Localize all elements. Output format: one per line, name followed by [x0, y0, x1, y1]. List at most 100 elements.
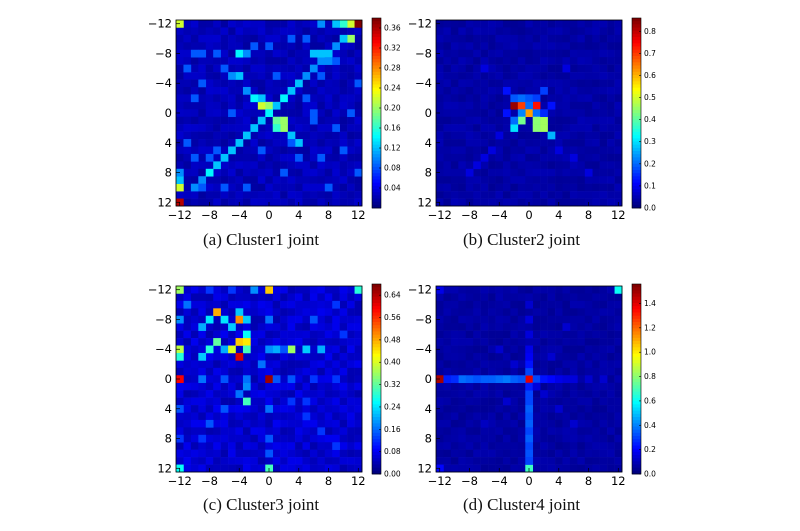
- heatmap-bg-cell: [569, 442, 578, 450]
- heatmap-bg-cell: [287, 457, 296, 465]
- heatmap-bg-cell: [309, 286, 318, 294]
- heatmap-cell: [525, 390, 534, 398]
- heatmap-bg-cell: [176, 94, 184, 103]
- heatmap-bg-cell: [205, 457, 214, 465]
- colorbar-segment: [632, 30, 641, 35]
- heatmap-bg-cell: [205, 191, 214, 199]
- heatmap-bg-cell: [584, 323, 593, 331]
- heatmap-cell: [265, 405, 274, 413]
- colorbar-segment: [632, 18, 641, 22]
- heatmap-bg-cell: [569, 27, 578, 36]
- colorbar-segment: [372, 445, 381, 450]
- heatmap-bg-cell: [510, 434, 519, 443]
- heatmap-bg-cell: [309, 367, 318, 376]
- heatmap-bg-cell: [450, 42, 459, 51]
- heatmap-bg-cell: [614, 161, 623, 170]
- heatmap-bg-cell: [324, 345, 333, 354]
- heatmap-bg-cell: [250, 442, 259, 450]
- colorbar-segment: [372, 138, 381, 142]
- heatmap-bg-cell: [510, 293, 519, 302]
- heatmap-cell: [317, 49, 326, 58]
- heatmap-bg-cell: [265, 300, 274, 309]
- heatmap-bg-cell: [332, 286, 340, 294]
- heatmap-cell: [272, 101, 281, 110]
- heatmap-bg-cell: [213, 323, 221, 331]
- y-tick-label: −12: [148, 17, 172, 31]
- heatmap-bg-cell: [176, 42, 184, 51]
- heatmap-bg-cell: [458, 109, 467, 118]
- heatmap-cell: [562, 64, 571, 73]
- colorbar-segment: [632, 138, 641, 142]
- heatmap-bg-cell: [607, 27, 615, 36]
- heatmap-bg-cell: [517, 124, 526, 132]
- heatmap-bg-cell: [569, 49, 578, 58]
- heatmap-bg-cell: [347, 457, 355, 465]
- heatmap-bg-cell: [592, 442, 600, 450]
- heatmap-bg-cell: [339, 375, 348, 384]
- heatmap-bg-cell: [480, 449, 489, 458]
- heatmap-bg-cell: [584, 131, 593, 140]
- heatmap-bg-cell: [443, 345, 452, 354]
- heatmap-bg-cell: [592, 198, 600, 207]
- heatmap-bg-cell: [295, 300, 303, 309]
- heatmap-bg-cell: [510, 352, 519, 361]
- heatmap-bg-cell: [614, 42, 623, 51]
- heatmap-bg-cell: [517, 427, 526, 436]
- heatmap-cell: [324, 49, 333, 58]
- heatmap-bg-cell: [532, 457, 541, 465]
- heatmap-bg-cell: [569, 330, 578, 339]
- heatmap-bg-cell: [592, 427, 600, 436]
- heatmap-bg-cell: [495, 34, 504, 43]
- heatmap-cell: [205, 168, 214, 177]
- heatmap-bg-cell: [443, 34, 452, 43]
- heatmap-bg-cell: [280, 293, 288, 302]
- heatmap-bg-cell: [228, 161, 236, 170]
- heatmap-bg-cell: [228, 168, 236, 177]
- heatmap-cell: [198, 79, 207, 88]
- heatmap-bg-cell: [569, 191, 578, 199]
- heatmap-bg-cell: [213, 434, 221, 443]
- heatmap-bg-cell: [458, 64, 467, 73]
- heatmap-bg-cell: [614, 442, 623, 450]
- heatmap-bg-cell: [272, 434, 281, 443]
- heatmap-bg-cell: [332, 146, 340, 155]
- heatmap-bg-cell: [213, 131, 221, 140]
- heatmap-bg-cell: [562, 94, 571, 103]
- heatmap-bg-cell: [443, 94, 452, 103]
- heatmap-bg-cell: [287, 161, 296, 170]
- heatmap-cell: [332, 300, 340, 309]
- heatmap-bg-cell: [324, 412, 333, 421]
- heatmap-bg-cell: [569, 352, 578, 361]
- heatmap-bg-cell: [190, 198, 199, 207]
- heatmap-bg-cell: [190, 390, 199, 398]
- heatmap-bg-cell: [280, 49, 288, 58]
- heatmap-bg-cell: [324, 315, 333, 324]
- colorbar-tick-label: 0.32: [384, 44, 401, 53]
- heatmap-bg-cell: [347, 101, 355, 110]
- heatmap-bg-cell: [302, 300, 311, 309]
- heatmap-bg-cell: [488, 124, 496, 132]
- heatmap-bg-cell: [458, 323, 467, 331]
- colorbar-segment: [372, 375, 381, 380]
- heatmap-bg-cell: [213, 390, 221, 398]
- heatmap-bg-cell: [450, 300, 459, 309]
- heatmap-bg-cell: [562, 191, 571, 199]
- heatmap-bg-cell: [555, 101, 563, 110]
- heatmap-bg-cell: [584, 139, 593, 147]
- heatmap-bg-cell: [450, 57, 459, 65]
- heatmap-bg-cell: [480, 390, 489, 398]
- heatmap-bg-cell: [183, 146, 192, 155]
- colorbar-segment: [632, 176, 641, 180]
- colorbar-segment: [372, 21, 381, 25]
- heatmap-bg-cell: [257, 375, 266, 384]
- heatmap-bg-cell: [577, 375, 586, 384]
- heatmap-bg-cell: [176, 390, 184, 398]
- heatmap-bg-cell: [235, 161, 244, 170]
- heatmap-bg-cell: [220, 86, 229, 95]
- heatmap-bg-cell: [465, 116, 474, 125]
- heatmap-bg-cell: [220, 457, 229, 465]
- heatmap-bg-cell: [436, 457, 444, 465]
- heatmap-cell: [517, 94, 526, 103]
- heatmap-bg-cell: [176, 360, 184, 369]
- heatmap-cell: [242, 183, 251, 192]
